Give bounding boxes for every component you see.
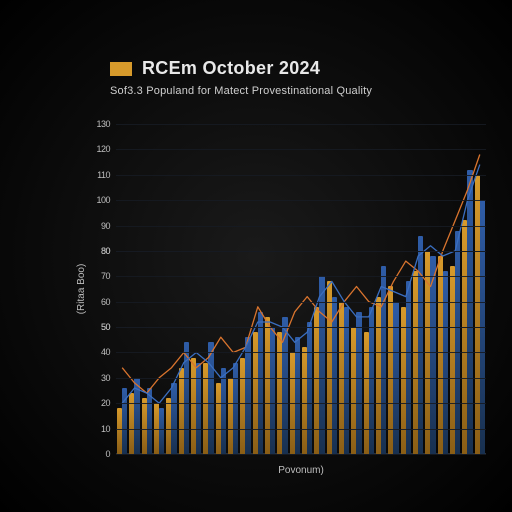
y-tick-label: 130 bbox=[96, 119, 110, 129]
y-tick-label: 100 bbox=[96, 195, 110, 205]
y-tick-label: 70 bbox=[101, 271, 110, 281]
grid-line bbox=[116, 454, 486, 455]
y-tick-label: 120 bbox=[96, 144, 110, 154]
legend-chip-icon bbox=[110, 62, 132, 76]
grid-line bbox=[116, 149, 486, 150]
y-tick-label: 110 bbox=[97, 170, 110, 180]
grid-line bbox=[116, 175, 486, 176]
y-tick-label: 60 bbox=[101, 297, 110, 307]
grid-line bbox=[116, 327, 486, 328]
grid-line bbox=[116, 226, 486, 227]
y-tick-label: 20 bbox=[101, 398, 110, 408]
lines-layer bbox=[116, 124, 486, 454]
grid-line bbox=[116, 302, 486, 303]
y-tick-label: 0 bbox=[105, 449, 110, 459]
grid-line bbox=[116, 200, 486, 201]
y-tick-label: 40 bbox=[101, 347, 110, 357]
grid-line bbox=[116, 403, 486, 404]
grid-line bbox=[116, 124, 486, 125]
grid-line bbox=[116, 276, 486, 277]
chart-subtitle: Sof3.3 Populand for Matect Provestinatio… bbox=[110, 85, 490, 97]
grid-line bbox=[116, 352, 486, 353]
grid-line bbox=[116, 429, 486, 430]
y-tick-label: 50 bbox=[101, 322, 110, 332]
y-tick-label: 30 bbox=[101, 373, 110, 383]
y-tick-label: 90 bbox=[101, 221, 110, 231]
plot-area: (Ritaa Boo) Povonum) 0102030405050607080… bbox=[116, 124, 486, 454]
grid-line bbox=[116, 251, 486, 252]
x-axis-title: Povonum) bbox=[278, 465, 324, 476]
chart-title: RCEm October 2024 bbox=[142, 58, 320, 79]
trend-line-orange bbox=[122, 155, 480, 394]
y-axis-title: (Ritaa Boo) bbox=[76, 264, 87, 315]
y-tick-label: 80 bbox=[101, 246, 110, 256]
chart-header: RCEm October 2024 bbox=[110, 58, 490, 79]
grid-line bbox=[116, 378, 486, 379]
y-tick-label: 10 bbox=[101, 424, 110, 434]
chart-container: RCEm October 2024 Sof3.3 Populand for Ma… bbox=[70, 58, 490, 468]
